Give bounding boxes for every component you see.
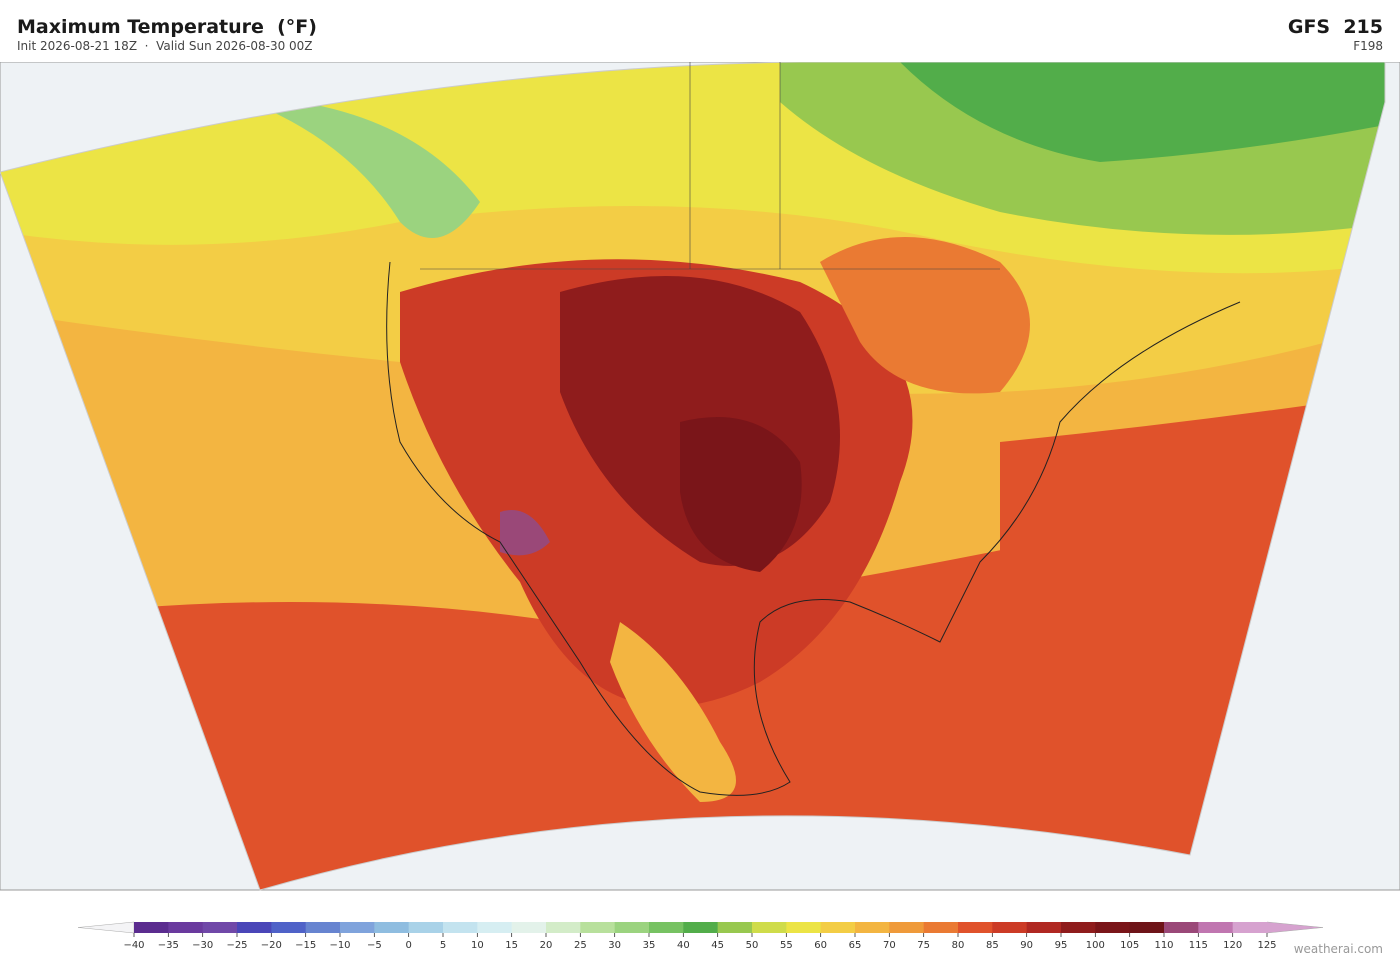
map bbox=[0, 62, 1400, 891]
colorbar-under bbox=[77, 921, 135, 934]
colorbar-tick-label: 95 bbox=[1055, 940, 1068, 951]
colorbar-bin bbox=[1026, 922, 1062, 933]
domain-outline bbox=[0, 62, 1386, 891]
colorbar-tick-label: 65 bbox=[849, 940, 862, 951]
colorbar-bin bbox=[546, 922, 581, 933]
colorbar-tick-label: 70 bbox=[883, 940, 896, 951]
colorbar-bin bbox=[1232, 922, 1268, 933]
colorbar-tick-label: 110 bbox=[1154, 940, 1173, 951]
credit: weatherai.com bbox=[1293, 942, 1383, 956]
forecast-hour: F198 bbox=[1353, 39, 1383, 53]
colorbar-bin bbox=[752, 922, 787, 933]
colorbar-bin bbox=[202, 922, 238, 933]
colorbar-bin bbox=[855, 922, 890, 933]
colorbar-bin bbox=[992, 922, 1028, 933]
colorbar-tick-label: 20 bbox=[540, 940, 553, 951]
colorbar-bin bbox=[580, 922, 616, 933]
colorbar-bin bbox=[1095, 922, 1131, 933]
colorbar-tick-label: 25 bbox=[574, 940, 587, 951]
colorbar-tick-label: 90 bbox=[1020, 940, 1033, 951]
borders bbox=[420, 62, 1000, 270]
colorbar-tick-label: 45 bbox=[711, 940, 724, 951]
colorbar-over bbox=[1266, 921, 1324, 934]
colorbar-tick-label: 40 bbox=[677, 940, 690, 951]
colorbar-tick-label: 10 bbox=[471, 940, 484, 951]
colorbar-tick-label: −40 bbox=[123, 940, 144, 951]
colorbar-bin bbox=[511, 922, 547, 933]
colorbar-bin bbox=[958, 922, 993, 933]
colorbar-tick-label: 85 bbox=[986, 940, 999, 951]
colorbar-bin bbox=[820, 922, 856, 933]
colorbar-bin bbox=[1061, 922, 1096, 933]
colorbar-tick-label: 60 bbox=[814, 940, 827, 951]
colorbar-bin bbox=[683, 922, 719, 933]
colorbar-tick-label: −25 bbox=[226, 940, 247, 951]
colorbar-bin bbox=[889, 922, 925, 933]
colorbar-tick-label: 30 bbox=[608, 940, 621, 951]
colorbar-tick-label: 75 bbox=[917, 940, 930, 951]
colorbar-bin bbox=[1198, 922, 1234, 933]
colorbar-bin bbox=[408, 922, 444, 933]
colorbar-tick-label: 50 bbox=[746, 940, 759, 951]
colorbar-bin bbox=[237, 922, 272, 933]
colorbar-bin bbox=[1164, 922, 1199, 933]
colorbar-bin bbox=[786, 922, 822, 933]
colorbar-bin bbox=[649, 922, 684, 933]
colorbar-tick-label: 5 bbox=[440, 940, 446, 951]
colorbar-bin bbox=[305, 922, 341, 933]
colorbar-bin bbox=[923, 922, 959, 933]
colorbar-bin bbox=[614, 922, 650, 933]
colorbar-tick-label: 120 bbox=[1223, 940, 1242, 951]
model-name: GFS 215 bbox=[1287, 16, 1383, 38]
colorbar-bin bbox=[717, 922, 753, 933]
map-subtitle: Init 2026-08-21 18Z · Valid Sun 2026-08-… bbox=[17, 39, 313, 53]
colorbar-bin bbox=[374, 922, 410, 933]
colorbar-bin bbox=[1129, 922, 1165, 933]
colorbar-bin bbox=[340, 922, 375, 933]
temperature-field bbox=[0, 62, 1385, 890]
colorbar-tick-label: 100 bbox=[1086, 940, 1105, 951]
colorbar-tick-label: 115 bbox=[1189, 940, 1208, 951]
colorbar-bin bbox=[271, 922, 307, 933]
colorbar: −40 −35 −30 −25 −20 −15 −10 −5 0 5 10 15 20 25 30 35 40 4… bbox=[77, 921, 1324, 951]
colorbar-tick-label: 35 bbox=[643, 940, 656, 951]
coastline bbox=[386, 261, 1241, 796]
colorbar-tick-label: −30 bbox=[192, 940, 213, 951]
colorbar-tick-label: −20 bbox=[261, 940, 282, 951]
colorbar-tick-label: −5 bbox=[367, 940, 382, 951]
colorbar-tick-label: 80 bbox=[952, 940, 965, 951]
map-title: Maximum Temperature (°F) bbox=[17, 16, 317, 38]
colorbar-tick-label: 0 bbox=[405, 940, 411, 951]
colorbar-tick-label: 125 bbox=[1257, 940, 1276, 951]
colorbar-bin bbox=[477, 922, 513, 933]
colorbar-bin bbox=[134, 922, 169, 933]
colorbar-bin bbox=[168, 922, 204, 933]
colorbar-tick-label: −15 bbox=[295, 940, 316, 951]
colorbar-tick-label: −10 bbox=[329, 940, 350, 951]
colorbar-tick-label: 15 bbox=[505, 940, 518, 951]
colorbar-bin bbox=[443, 922, 478, 933]
colorbar-tick-label: −35 bbox=[158, 940, 179, 951]
colorbar-tick-label: 55 bbox=[780, 940, 793, 951]
colorbar-tick-label: 105 bbox=[1120, 940, 1139, 951]
